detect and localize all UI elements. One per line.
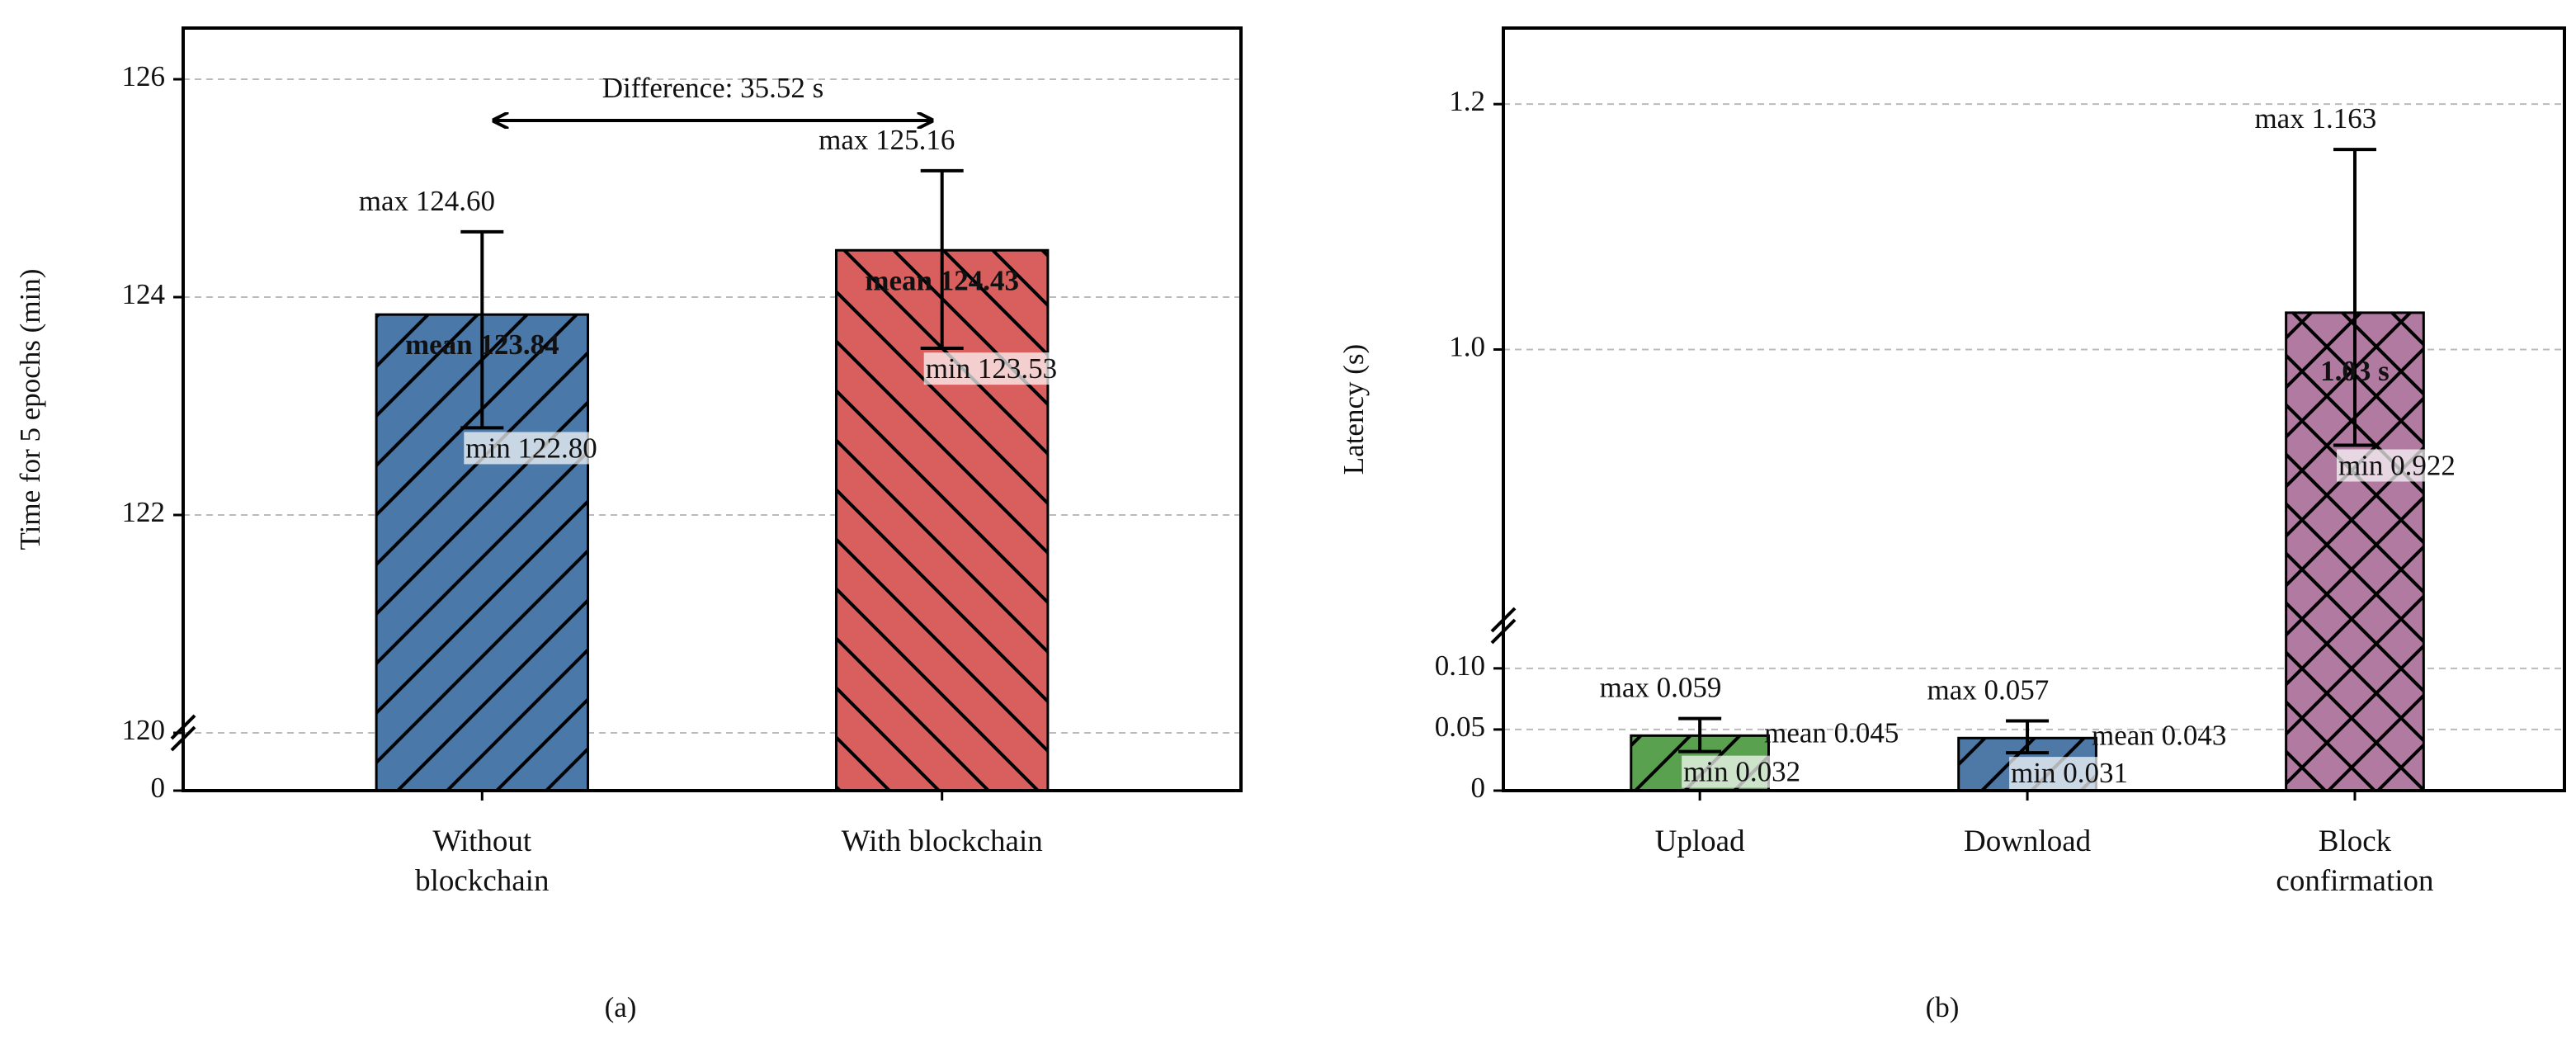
axis-break xyxy=(1490,607,1517,633)
y-tick-label: 1.2 xyxy=(1449,85,1485,117)
max-label: max 0.059 xyxy=(1600,672,1722,704)
min-label-group: min 0.032 xyxy=(1682,755,1803,788)
x-tick-label: Without blockchain xyxy=(415,824,550,898)
min-label: min 123.53 xyxy=(926,352,1057,385)
mean-label: mean 124.43 xyxy=(865,264,1019,296)
y-tick-label: 0.10 xyxy=(1435,650,1485,682)
panel-label: (a) xyxy=(605,991,637,1023)
min-label: min 122.80 xyxy=(465,432,597,464)
label-bg xyxy=(464,432,599,465)
y-tick-label: 124 xyxy=(122,278,166,310)
label-bg xyxy=(923,352,1059,385)
max-label: max 1.163 xyxy=(2254,102,2376,135)
label-bg xyxy=(2009,757,2130,790)
min-label-group: min 122.80 xyxy=(464,432,599,465)
x-tick-label: Upload xyxy=(1654,824,1745,858)
x-tick-label: With blockchain xyxy=(841,824,1043,858)
max-label: max 125.16 xyxy=(819,124,955,156)
mean-label: mean 0.043 xyxy=(2092,719,2226,751)
y-axis-label: Time for 5 epochs (min) xyxy=(14,269,46,550)
min-label-group: min 123.53 xyxy=(923,352,1059,385)
min-label: min 0.922 xyxy=(2338,449,2456,481)
min-label: min 0.031 xyxy=(2011,757,2128,789)
mean-label: mean 123.84 xyxy=(405,328,559,361)
y-tick-label: 0.05 xyxy=(1435,711,1485,743)
panel-label: (b) xyxy=(1926,991,1960,1023)
annotation: Difference: 35.52 s xyxy=(602,72,824,104)
min-label: min 0.032 xyxy=(1683,756,1800,788)
axis-break xyxy=(1490,618,1517,645)
min-label-group: min 0.031 xyxy=(2009,757,2130,790)
max-label: max 0.057 xyxy=(1927,674,2050,706)
label-bg xyxy=(2336,449,2457,482)
y-axis-label: Latency (s) xyxy=(1338,344,1370,475)
max-label: max 124.60 xyxy=(359,185,495,217)
min-label-group: min 0.922 xyxy=(2336,449,2457,482)
axes-frame xyxy=(182,26,1243,792)
x-tick-label: Block confirmation xyxy=(2276,824,2434,898)
axes-frame xyxy=(1502,26,2566,792)
axis-break xyxy=(170,725,196,752)
y-tick-label: 1.0 xyxy=(1449,331,1485,363)
mean-label: mean 0.045 xyxy=(1764,716,1899,749)
y-tick-label: 126 xyxy=(122,60,166,92)
mean-label: 1.03 s xyxy=(2320,355,2390,387)
label-bg xyxy=(1682,755,1803,788)
y-tick-label: 0 xyxy=(1471,772,1486,804)
x-tick-label: Download xyxy=(1963,824,2092,858)
y-tick-label: 0 xyxy=(151,772,166,804)
axis-break xyxy=(170,714,196,740)
y-tick-label: 122 xyxy=(122,496,166,528)
y-tick-label: 120 xyxy=(122,714,166,746)
